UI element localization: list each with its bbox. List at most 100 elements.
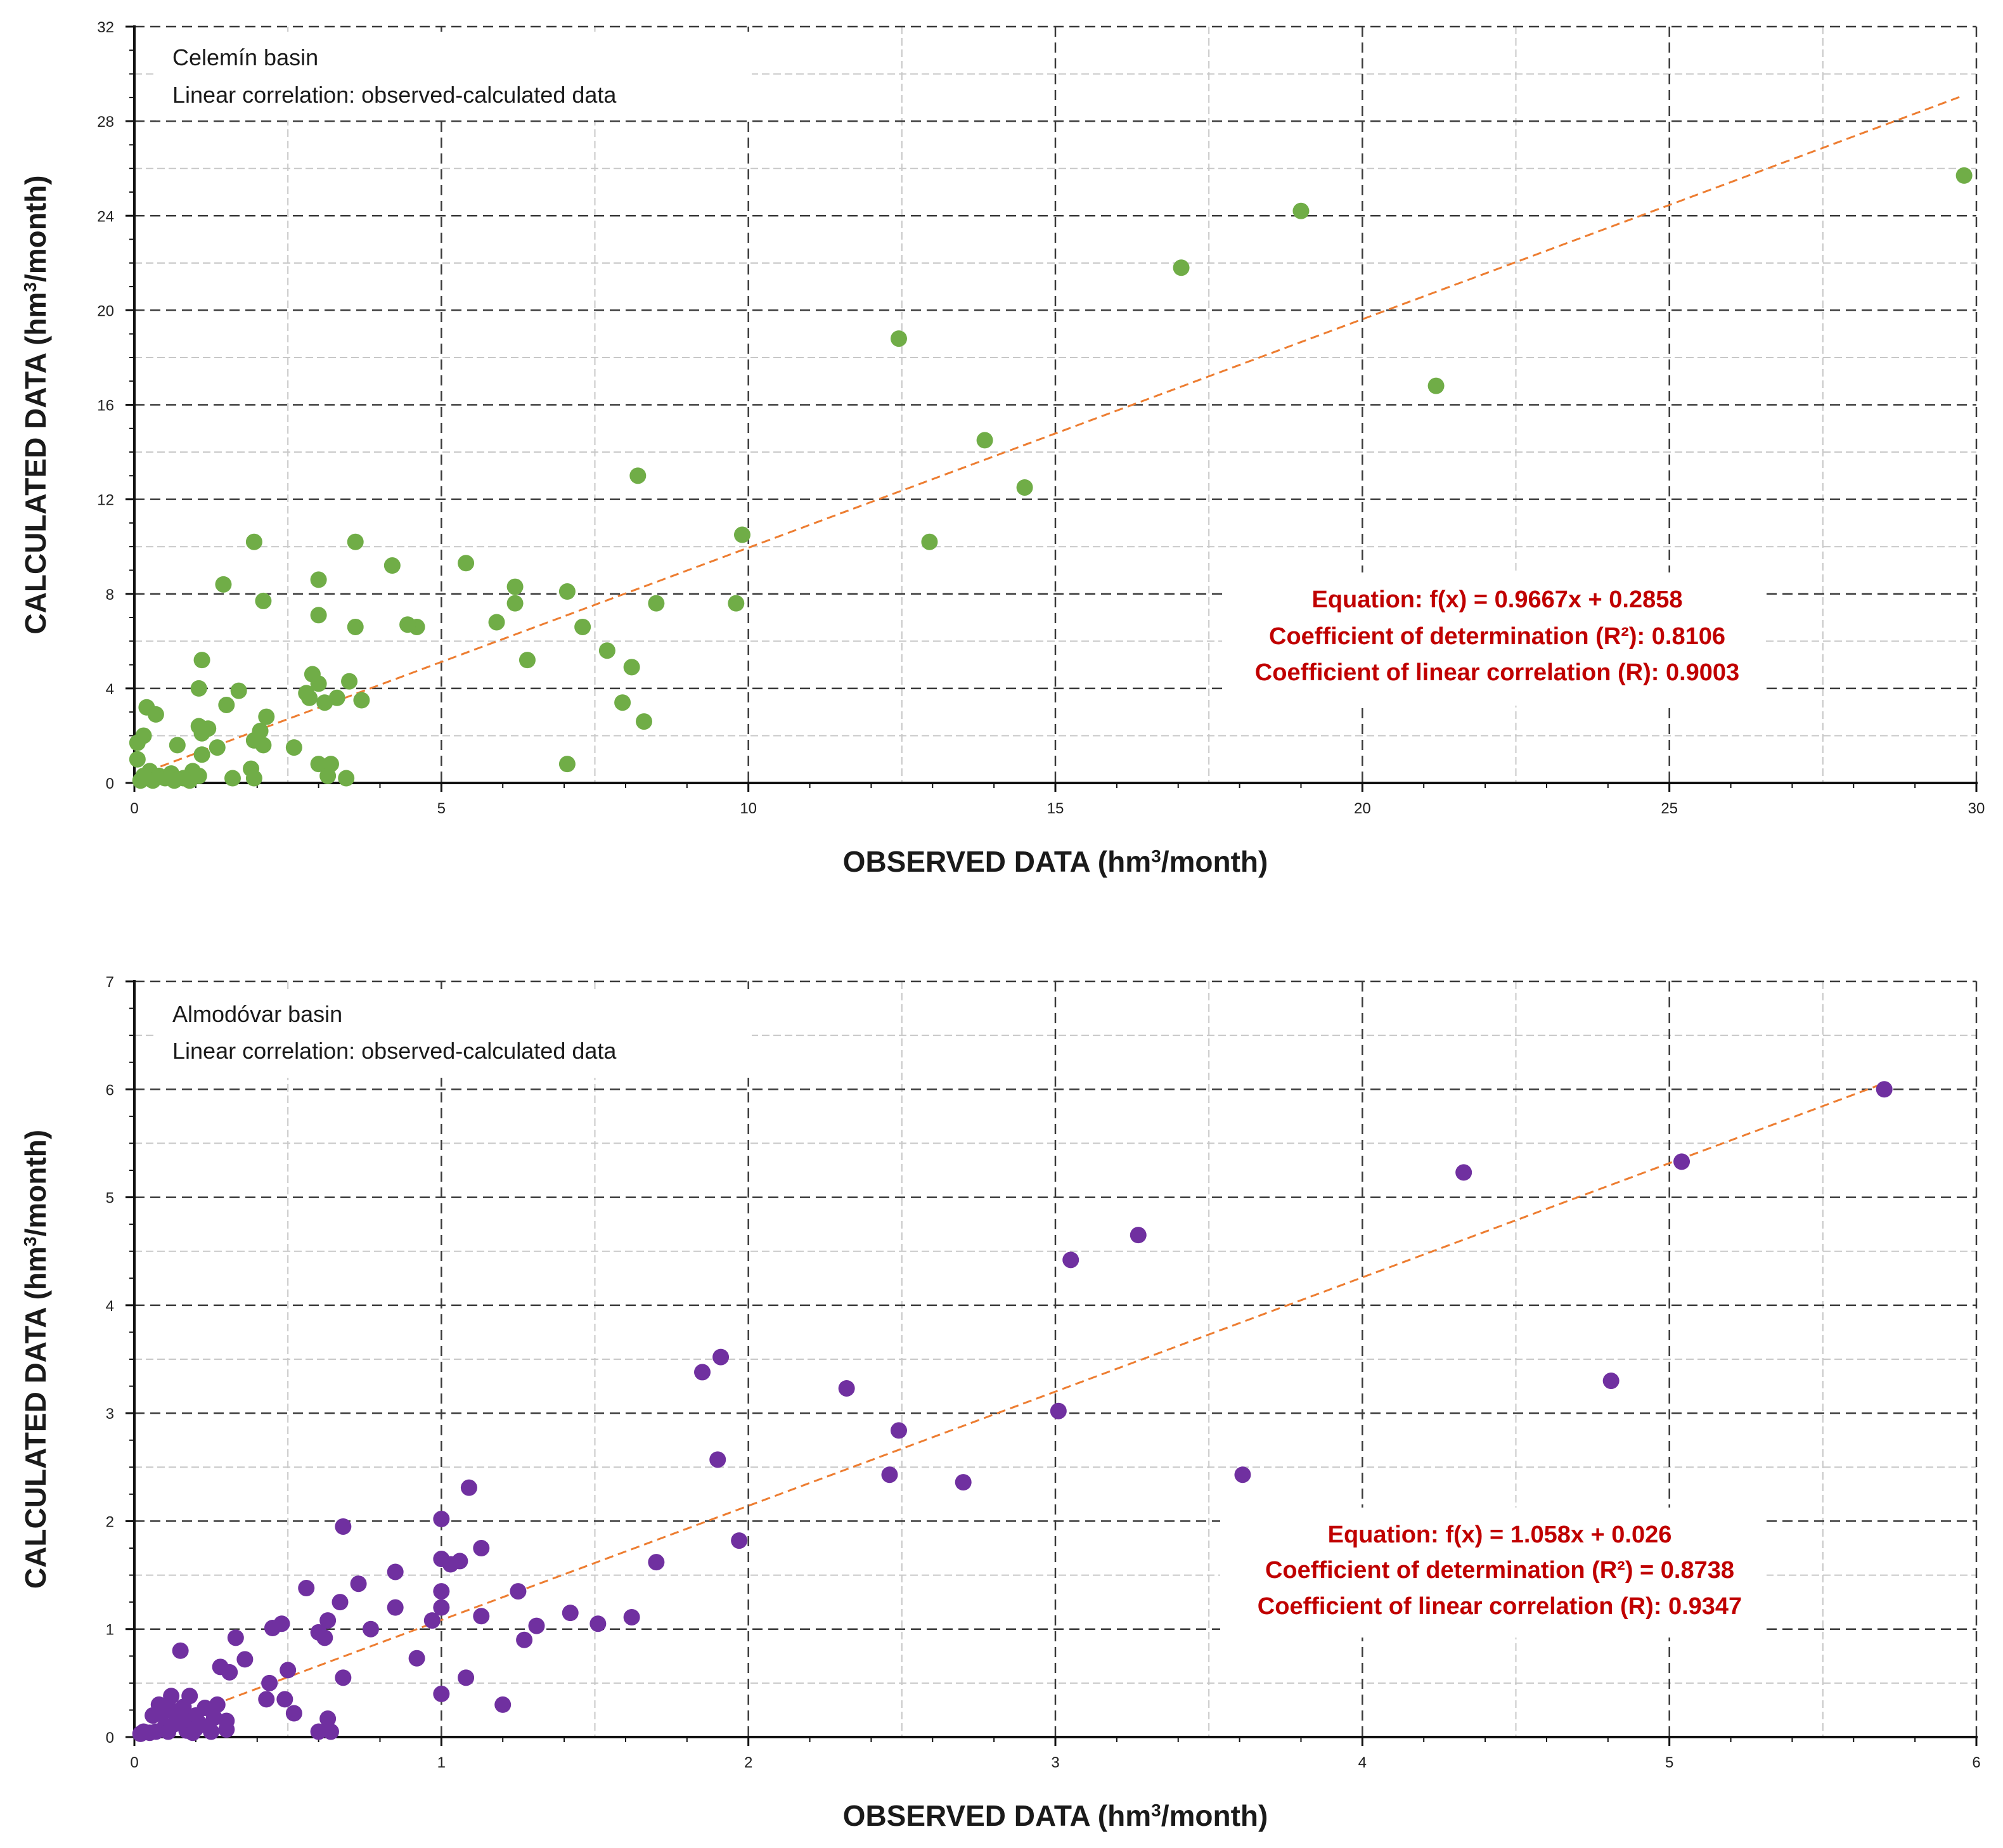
x-tick-label: 5 <box>437 800 446 817</box>
data-point <box>890 1422 907 1439</box>
data-point <box>408 1650 425 1667</box>
data-point <box>245 770 262 787</box>
data-point <box>1673 1153 1691 1170</box>
data-point <box>433 1583 450 1600</box>
data-point <box>310 607 327 624</box>
data-point <box>648 595 665 612</box>
data-point <box>193 746 210 763</box>
data-point <box>301 689 318 706</box>
data-point <box>433 1599 450 1616</box>
data-point <box>276 1691 293 1708</box>
data-point <box>258 1691 275 1708</box>
data-point <box>163 1688 180 1705</box>
data-point <box>264 1620 281 1637</box>
data-point <box>298 1580 315 1597</box>
y-tick-label: 3 <box>106 1405 114 1423</box>
data-point <box>733 526 750 543</box>
y-tick-label: 4 <box>106 1298 114 1315</box>
data-point <box>347 533 364 550</box>
data-point <box>473 1540 490 1556</box>
data-point <box>212 1658 229 1676</box>
data-point <box>187 1720 204 1737</box>
data-point <box>362 1620 379 1638</box>
x-tick-label: 5 <box>1665 1754 1673 1771</box>
data-point <box>129 751 146 768</box>
regression-equation: Equation: f(x) = 0.9667x + 0.2858 <box>1311 586 1682 613</box>
data-point <box>516 1631 533 1648</box>
data-point <box>1427 377 1445 394</box>
y-tick-label: 16 <box>97 397 114 415</box>
stats-text-background <box>1222 572 1766 706</box>
data-point <box>338 770 355 787</box>
data-point <box>227 1629 244 1646</box>
data-point <box>1173 259 1190 276</box>
data-point <box>258 708 275 725</box>
data-point <box>387 1599 404 1616</box>
data-point <box>255 592 272 609</box>
data-point <box>1130 1227 1147 1244</box>
data-point <box>310 1723 327 1740</box>
data-point <box>558 583 576 600</box>
y-tick-label: 6 <box>106 1082 114 1099</box>
data-point <box>190 680 207 697</box>
data-point <box>261 1674 278 1691</box>
data-point <box>215 576 232 593</box>
data-point <box>635 713 652 730</box>
data-point <box>494 1696 512 1713</box>
data-point <box>1955 167 1973 184</box>
regression-equation: Equation: f(x) = 1.058x + 0.026 <box>1328 1522 1672 1548</box>
x-tick-label: 0 <box>130 1754 138 1771</box>
x-tick-label: 6 <box>1972 1754 1980 1771</box>
data-point <box>921 533 938 550</box>
data-points <box>132 1081 1893 1742</box>
data-point <box>387 1563 404 1580</box>
x-tick-label: 1 <box>437 1754 446 1771</box>
data-point <box>510 1583 527 1600</box>
data-point <box>147 706 164 723</box>
data-point <box>285 1705 302 1722</box>
x-tick-label: 25 <box>1661 800 1678 817</box>
data-point <box>433 1685 450 1702</box>
data-point <box>518 652 536 669</box>
data-point <box>335 1669 352 1686</box>
data-point <box>190 767 207 784</box>
y-tick-label: 28 <box>97 113 114 131</box>
chart-celemin: 0 5 10 15 20 25 30 0 4 8 12 16 20 24 28 32 Celemín basin… <box>19 19 1985 878</box>
x-tick-label: 3 <box>1051 1754 1059 1771</box>
data-point <box>506 578 524 595</box>
data-point <box>1234 1466 1251 1483</box>
data-point <box>598 642 615 659</box>
data-point <box>132 1725 149 1742</box>
data-point <box>175 1711 192 1728</box>
x-tick-label: 4 <box>1358 1754 1367 1771</box>
data-point <box>236 1651 254 1668</box>
data-point <box>350 1575 367 1593</box>
trendline <box>134 94 1965 777</box>
data-point <box>310 675 327 692</box>
data-point <box>712 1348 730 1366</box>
x-axis-title: OBSERVED DATA (hm3/month) <box>843 1799 1268 1832</box>
y-tick-label: 32 <box>97 19 114 36</box>
data-point <box>1016 479 1033 496</box>
data-point <box>193 652 210 669</box>
data-point <box>458 555 475 572</box>
data-point <box>623 1608 640 1625</box>
y-tick-label: 0 <box>106 1729 114 1747</box>
data-point <box>328 689 345 706</box>
data-point <box>838 1380 855 1397</box>
data-point <box>423 1612 441 1629</box>
data-point <box>209 739 226 756</box>
data-point <box>341 673 358 690</box>
data-point <box>205 1709 222 1726</box>
data-point <box>319 767 337 784</box>
y-tick-label: 7 <box>106 974 114 991</box>
y-tick-label: 20 <box>97 302 114 320</box>
coefficient-of-determination: Coefficient of determination (R²): 0.810… <box>1269 623 1725 650</box>
data-point <box>694 1364 711 1381</box>
info-text-background <box>156 989 752 1078</box>
data-point <box>1455 1164 1472 1181</box>
x-tick-label: 20 <box>1354 800 1371 817</box>
coefficient-of-correlation: Coefficient of linear correlation (R): 0… <box>1258 1593 1742 1620</box>
data-point <box>353 692 370 709</box>
